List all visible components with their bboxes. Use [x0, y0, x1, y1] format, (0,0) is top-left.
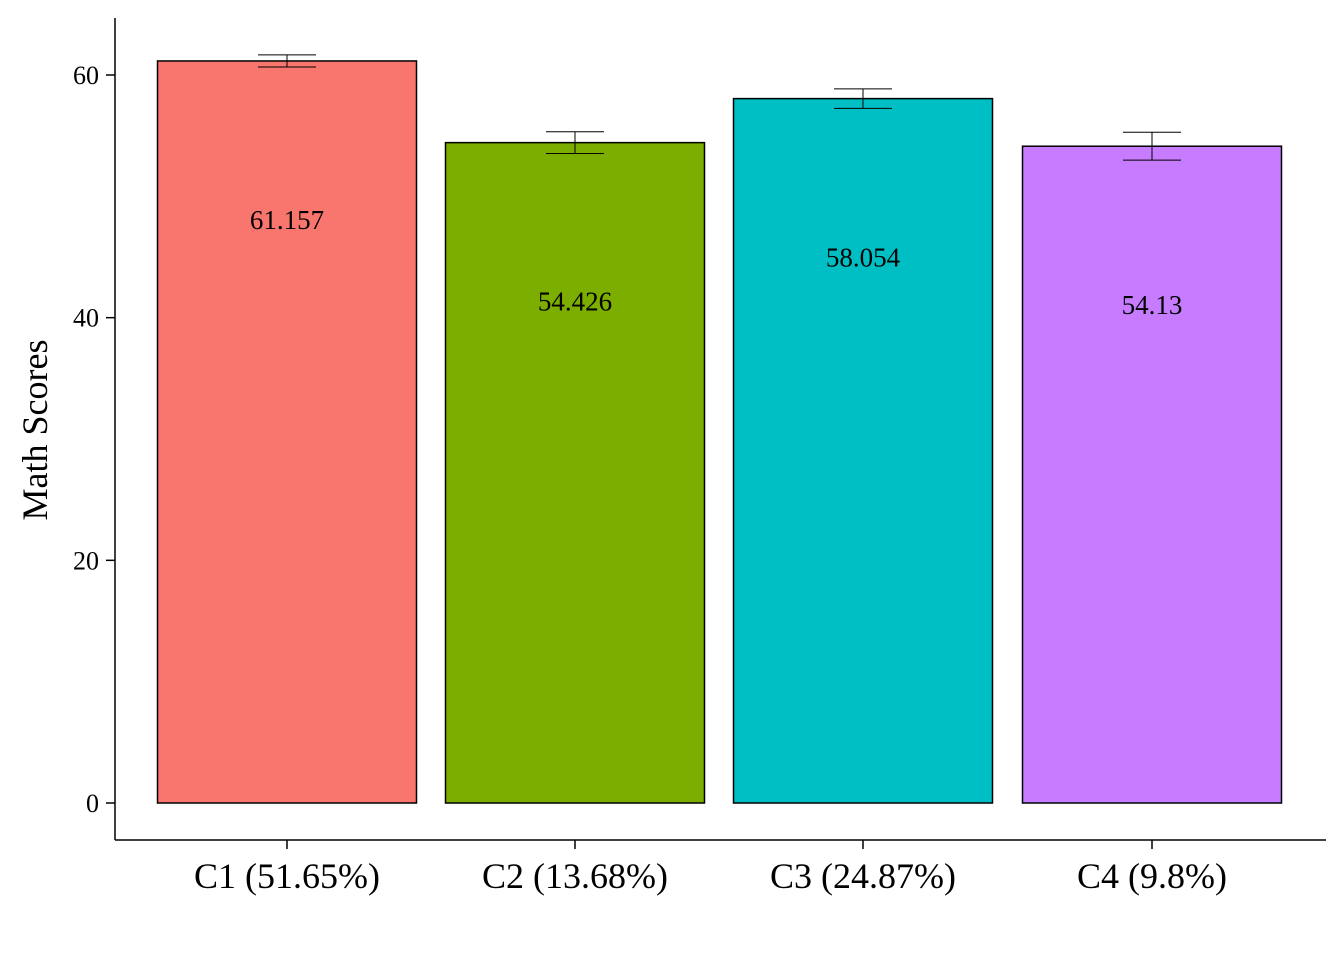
axes-layer: C1 (51.65%) C2 (13.68%) C3 (24.87%) C4 (9.8…: [73, 18, 1326, 896]
x-tick-label-2: C2 (13.68%): [482, 856, 668, 896]
value-label-2: 54.426: [538, 287, 612, 317]
y-tick-label-60: 60: [73, 61, 99, 90]
bar-2: [444, 141, 706, 804]
bar-1: [156, 60, 418, 804]
bar-3: [732, 97, 994, 804]
x-tick-label-1: C1 (51.65%): [194, 856, 380, 896]
bar-4: [1021, 145, 1283, 804]
y-tick-label-20: 20: [73, 546, 99, 575]
x-tick-label-4: C4 (9.8%): [1077, 856, 1227, 896]
y-tick-label-0: 0: [86, 789, 99, 818]
y-axis-label: Math Scores: [15, 340, 55, 521]
x-tick-label-3: C3 (24.87%): [770, 856, 956, 896]
bars-layer: 61.157 54.426 58.054 54.13: [156, 54, 1283, 804]
value-label-3: 58.054: [826, 243, 901, 273]
value-label-1: 61.157: [250, 205, 324, 235]
y-tick-label-40: 40: [73, 304, 99, 333]
value-label-4: 54.13: [1122, 290, 1183, 320]
